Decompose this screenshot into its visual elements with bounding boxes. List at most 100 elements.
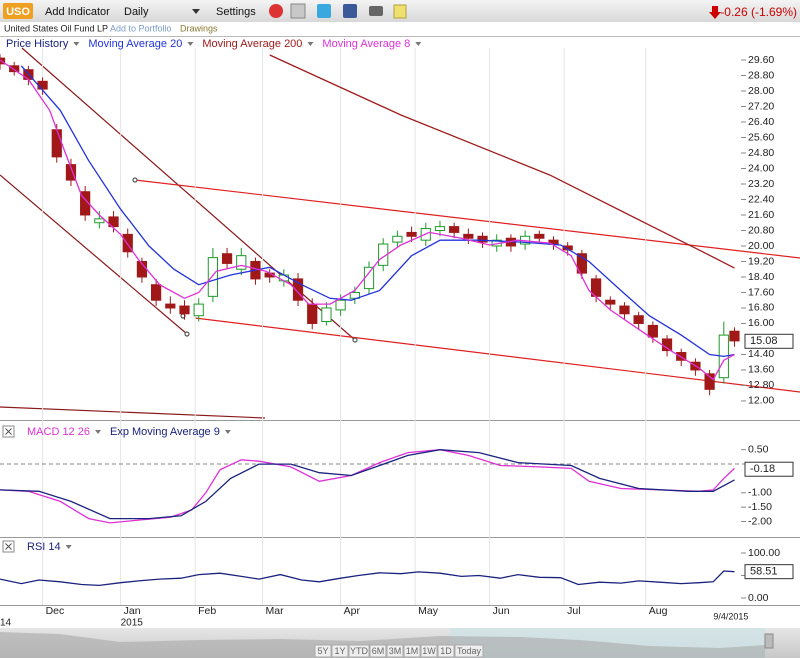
twitter-icon[interactable] (317, 4, 331, 18)
last-value: 58.51 (750, 566, 778, 578)
x-tick-label: May (418, 605, 439, 617)
legend-entry[interactable]: Moving Average 8 (322, 38, 410, 50)
legend-entry[interactable]: RSI 14 (27, 541, 61, 553)
candle-body (278, 274, 289, 282)
range-button-label[interactable]: Today (457, 646, 482, 656)
x-tick-label: Jun (493, 605, 510, 617)
candle-body (51, 129, 62, 158)
x-year-label: 14 (0, 618, 12, 629)
trend-handle[interactable] (184, 331, 190, 337)
legend-entry[interactable]: Moving Average 20 (88, 38, 182, 50)
add-to-portfolio[interactable]: Add to Portfolio (110, 23, 172, 33)
add-indicator[interactable]: Add Indicator (45, 6, 110, 18)
candle-body (321, 307, 332, 323)
range-button-label[interactable]: YTD (350, 646, 369, 656)
candle-body (207, 257, 218, 297)
settings[interactable]: Settings (216, 6, 256, 18)
trend-line[interactable] (194, 317, 800, 393)
y-tick-label: -2.00 (748, 515, 772, 527)
last-value-box (744, 461, 794, 477)
range-button-label[interactable]: 6M (372, 646, 385, 656)
symbol[interactable]: USO (6, 6, 30, 18)
y-tick-label: 100.00 (748, 547, 780, 559)
x-tick-label: Jan (124, 605, 141, 617)
trend-line[interactable] (134, 179, 800, 259)
candle-body (576, 253, 587, 274)
x-end-label: 9/4/2015 (713, 611, 748, 621)
legend-arrow[interactable] (187, 42, 194, 46)
candle-body (37, 80, 48, 90)
legend-arrow[interactable] (65, 545, 72, 549)
candle-body (463, 233, 474, 239)
range-button-label[interactable]: 1M (406, 646, 419, 656)
alert-icon[interactable] (269, 4, 283, 18)
x-tick-label: Aug (649, 605, 668, 617)
legend-entry[interactable]: Moving Average 200 (202, 38, 302, 50)
y-tick-label: 12.80 (748, 379, 774, 391)
last-value: -0.18 (750, 463, 775, 475)
dropdown-arrow[interactable] (192, 9, 200, 14)
range-button[interactable] (348, 644, 370, 658)
candle-body (619, 305, 630, 315)
range-button-label[interactable]: 1D (440, 646, 452, 656)
candle-body (9, 65, 20, 73)
y-tick-label: 24.80 (748, 147, 774, 159)
note-icon[interactable] (393, 4, 407, 19)
y-tick-label: 12.00 (748, 395, 774, 407)
y-tick-label: 26.40 (748, 116, 774, 128)
trend-handle[interactable] (132, 177, 138, 183)
y-tick-label: 29.60 (748, 54, 774, 66)
camera-icon[interactable] (369, 6, 383, 16)
series-line (20, 65, 735, 358)
price-change: -0.26 (-1.69%) (720, 5, 797, 19)
legend-entry[interactable]: Price History (6, 38, 69, 50)
range-button[interactable] (386, 644, 404, 658)
trend-line[interactable] (0, 174, 188, 335)
down-arrow (709, 6, 721, 19)
range-button-label[interactable]: 1Y (334, 646, 345, 656)
candle-body (449, 226, 460, 233)
close-icon[interactable] (5, 543, 12, 550)
news-icon[interactable] (290, 3, 306, 19)
candle-body (108, 216, 119, 228)
candle-body (193, 303, 204, 317)
series-line (0, 570, 735, 587)
range-button[interactable] (369, 644, 387, 658)
interval[interactable]: Daily (124, 6, 149, 18)
legend-arrow[interactable] (415, 42, 422, 46)
symbol-box[interactable] (3, 3, 33, 19)
legend-arrow[interactable] (73, 42, 80, 46)
legend-arrow[interactable] (224, 430, 231, 434)
candle-body (406, 231, 417, 237)
last-value: 15.08 (750, 335, 778, 347)
y-tick-label: 27.20 (748, 100, 774, 112)
range-button[interactable] (420, 644, 438, 658)
range-button[interactable] (331, 644, 349, 658)
trend-line[interactable] (0, 406, 266, 419)
y-tick-label: 19.20 (748, 255, 774, 267)
navigator-handle[interactable] (764, 633, 774, 649)
range-button[interactable] (403, 644, 421, 658)
legend-arrow[interactable] (94, 430, 101, 434)
range-button-label[interactable]: 1W (422, 646, 436, 656)
legend-entry[interactable]: Exp Moving Average 9 (110, 426, 220, 438)
series-line (0, 449, 735, 520)
y-tick-label: 0.00 (748, 592, 769, 604)
x-tick-label: Mar (266, 605, 285, 617)
candle-body (221, 253, 233, 264)
range-button-label[interactable]: 3M (389, 646, 402, 656)
candle-body (363, 266, 375, 290)
legend-arrow[interactable] (307, 42, 314, 46)
trend-handle[interactable] (352, 337, 358, 343)
y-tick-label: -1.50 (748, 501, 772, 513)
y-tick-label: 25.60 (748, 131, 774, 143)
range-button[interactable] (454, 644, 484, 658)
legend-entry[interactable]: MACD 12 26 (27, 426, 90, 438)
drawings[interactable]: Drawings (180, 23, 218, 33)
facebook-icon[interactable] (343, 4, 357, 18)
range-button[interactable] (314, 644, 332, 658)
close-icon[interactable] (5, 428, 12, 435)
range-button[interactable] (437, 644, 455, 658)
range-button-label[interactable]: 5Y (317, 646, 328, 656)
